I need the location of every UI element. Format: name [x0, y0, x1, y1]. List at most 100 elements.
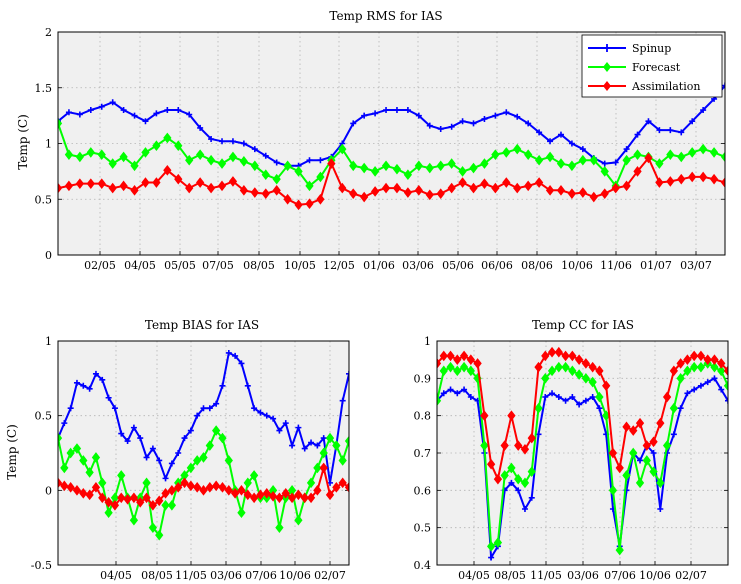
- rms-data-point: [186, 111, 193, 118]
- cc-data-point: [461, 386, 468, 393]
- rms-data-point: [404, 107, 411, 114]
- rms-data-point: [589, 154, 598, 166]
- rms-data-point: [689, 118, 696, 125]
- bias-data-point: [237, 507, 246, 519]
- cc-data-point: [602, 380, 611, 392]
- rms-data-point: [459, 118, 466, 125]
- bias-data-point: [187, 427, 194, 434]
- bias-data-point: [295, 424, 302, 431]
- rms-y-tick-label: 0: [45, 249, 52, 262]
- bias-data-point: [206, 405, 213, 412]
- bias-data-point: [270, 415, 277, 422]
- cc-data-point: [507, 410, 516, 421]
- cc-data-point: [528, 494, 535, 501]
- rms-data-point: [58, 118, 63, 129]
- cc-data-point: [574, 354, 584, 365]
- cc-data-point: [588, 376, 597, 388]
- bias-data-point: [200, 405, 207, 412]
- cc-data-point: [696, 350, 706, 362]
- rms-data-point: [75, 178, 85, 189]
- rms-x-tick-label: 12/05: [323, 259, 355, 272]
- cc-data-point: [704, 379, 711, 386]
- cc-data-point: [467, 394, 474, 400]
- rms-x-tick-label: 01/07: [640, 259, 672, 272]
- legend: Spinup Forecast Assimilation: [581, 34, 723, 98]
- rms-x-tick-label: 05/05: [164, 259, 196, 272]
- rms-x-tick-label: 01/06: [363, 259, 395, 272]
- rms-data-point: [141, 177, 150, 188]
- bias-data-point: [104, 507, 113, 519]
- bias-y-tick-label: -0.5: [31, 559, 52, 572]
- cc-data-point: [635, 417, 645, 429]
- cc-data-point: [718, 386, 725, 393]
- rms-data-point: [502, 147, 511, 158]
- bias-data-point: [98, 492, 107, 504]
- rms-data-point: [283, 160, 292, 172]
- rms-data-point: [480, 158, 489, 169]
- cc-data-point: [669, 365, 678, 377]
- bias-data-point: [276, 427, 283, 434]
- cc-data-point: [453, 354, 462, 365]
- rms-data-point: [131, 112, 138, 119]
- rms-data-point: [491, 149, 500, 160]
- rms-data-point: [294, 166, 303, 177]
- rms-x-tick-label: 10/06: [561, 259, 593, 272]
- bias-data-point: [237, 485, 246, 496]
- legend-marker-forecast: [603, 62, 611, 72]
- rms-data-point: [503, 109, 510, 116]
- rms-data-point: [447, 158, 456, 169]
- cc-data-point: [480, 440, 489, 451]
- cc-data-point: [569, 394, 576, 400]
- rms-data-point: [578, 187, 587, 198]
- cc-series-line-forecast: [437, 362, 728, 551]
- bias-data-point: [174, 482, 183, 493]
- rms-data-point: [534, 154, 544, 166]
- bias-data-point: [186, 462, 195, 474]
- rms-data-point: [600, 188, 609, 199]
- rms-data-point: [666, 176, 675, 187]
- bias-data-point: [332, 440, 341, 451]
- bias-data-point: [66, 482, 75, 493]
- rms-data-point: [534, 177, 544, 188]
- cc-data-point: [437, 358, 442, 369]
- rms-data-point: [720, 151, 725, 163]
- bias-x-tick-label: 08/05: [141, 569, 173, 582]
- cc-x-tick-label: 08/05: [494, 569, 526, 582]
- rms-data-point: [58, 182, 63, 194]
- cc-data-point: [596, 405, 603, 412]
- rms-data-point: [185, 154, 194, 166]
- rms-data-point: [272, 185, 281, 196]
- bias-data-point: [167, 485, 177, 496]
- cc-data-point: [649, 436, 658, 448]
- rms-data-point: [634, 131, 641, 138]
- rms-data-point: [87, 107, 94, 114]
- bias-data-point: [85, 489, 94, 501]
- cc-data-point: [582, 397, 589, 404]
- rms-data-point: [492, 112, 499, 119]
- rms-data-point: [655, 177, 664, 188]
- cc-data-point: [615, 462, 624, 474]
- bias-data-point: [117, 470, 126, 481]
- rms-data-point: [350, 120, 357, 127]
- cc-data-point: [459, 350, 469, 362]
- rms-x-tick-label: 06/06: [481, 259, 513, 272]
- cc-data-point: [697, 382, 704, 389]
- rms-data-point: [470, 120, 477, 127]
- cc-data-point: [608, 447, 618, 459]
- rms-data-point: [567, 188, 577, 199]
- bias-data-point: [60, 462, 69, 474]
- cc-data-point: [549, 390, 556, 397]
- cc-data-point: [690, 350, 699, 362]
- rms-data-point: [645, 118, 652, 125]
- bias-data-point: [161, 499, 170, 511]
- bias-data-point: [213, 400, 220, 407]
- rms-data-point: [579, 146, 586, 153]
- bias-data-point: [306, 492, 316, 504]
- bias-data-point: [308, 439, 315, 446]
- rms-data-point: [250, 187, 259, 198]
- bias-data-point: [313, 462, 322, 474]
- rms-data-point: [600, 166, 609, 177]
- bias-data-point: [91, 482, 101, 493]
- bias-data-point: [99, 376, 106, 383]
- cc-data-point: [446, 361, 455, 373]
